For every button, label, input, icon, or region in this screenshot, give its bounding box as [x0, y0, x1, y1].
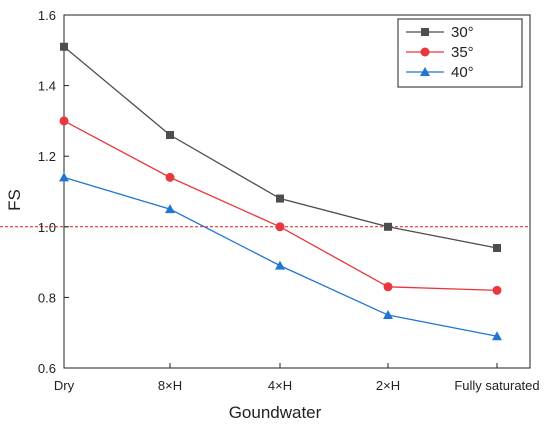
data-point — [492, 331, 502, 341]
data-point — [383, 310, 393, 320]
data-point — [384, 222, 392, 231]
data-point — [493, 243, 501, 252]
data-point — [383, 282, 393, 292]
data-point — [166, 131, 174, 140]
x-tick-label: 4×H — [268, 378, 292, 393]
y-tick-label: 0.6 — [38, 361, 56, 376]
legend-item: 35° — [406, 44, 474, 61]
legend-label: 35° — [451, 44, 474, 61]
series-0 — [60, 42, 501, 252]
data-point — [165, 172, 175, 182]
x-tick-label: 8×H — [158, 378, 182, 393]
legend-marker — [420, 67, 430, 76]
data-point — [59, 172, 69, 182]
data-point — [275, 222, 285, 232]
y-tick-label: 1.0 — [38, 220, 56, 235]
series-1 — [59, 116, 502, 295]
plot-area — [0, 14, 531, 369]
x-axis-title: Goundwater — [229, 403, 322, 422]
data-point — [276, 194, 284, 203]
x-tick-label: Fully saturated — [454, 378, 539, 393]
series-2 — [59, 172, 502, 341]
data-point — [60, 42, 68, 51]
legend: 30° 35° 40° — [397, 18, 523, 88]
data-point — [165, 204, 175, 214]
legend-label: 30° — [451, 24, 474, 41]
legend-item: 30° — [406, 24, 474, 41]
legend-marker — [421, 28, 429, 36]
data-point — [492, 285, 502, 295]
legend-label: 40° — [451, 64, 474, 81]
x-tick-label: 2×H — [376, 378, 400, 393]
y-tick-label: 0.8 — [38, 290, 56, 305]
y-tick-label: 1.2 — [38, 149, 56, 164]
plot-frame — [63, 14, 531, 369]
y-axis-title: FS — [5, 189, 24, 211]
legend-box — [397, 18, 523, 88]
data-point — [59, 116, 69, 126]
data-point — [275, 260, 285, 270]
y-tick-label: 1.6 — [38, 8, 56, 23]
x-tick-label: Dry — [54, 378, 75, 393]
legend-marker — [420, 47, 430, 57]
series-layer — [59, 42, 502, 341]
axes: 0.6 0.8 1.0 1.2 1.4 1.6 Dry 8×H 4×H 2×H Fully satu… — [38, 8, 540, 393]
y-tick-label: 1.4 — [38, 79, 56, 94]
legend-item: 40° — [406, 64, 474, 81]
